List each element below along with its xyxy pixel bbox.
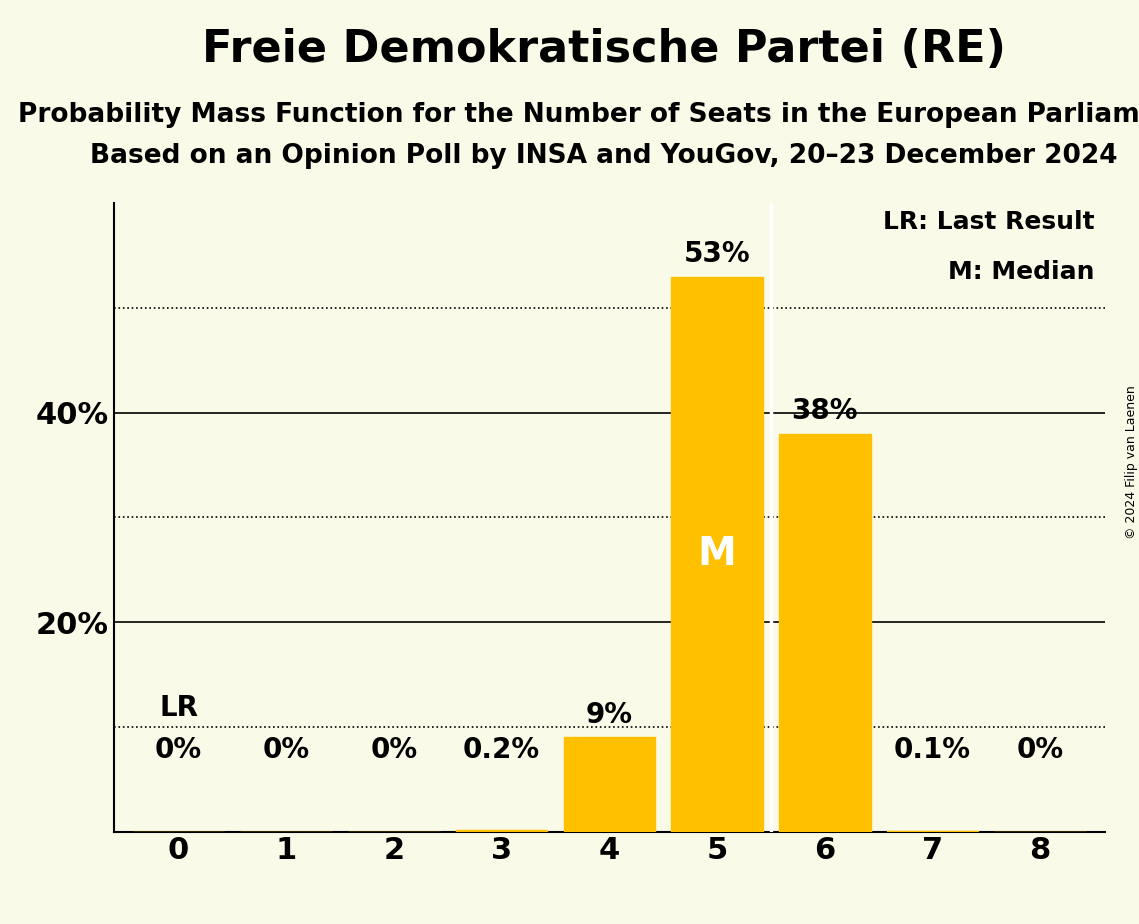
Text: Based on an Opinion Poll by INSA and YouGov, 20–23 December 2024: Based on an Opinion Poll by INSA and You… (90, 143, 1117, 169)
Text: 0%: 0% (263, 736, 310, 763)
Text: 0%: 0% (155, 736, 202, 763)
Text: 53%: 53% (683, 240, 751, 268)
Text: M: Median: M: Median (949, 260, 1095, 284)
Text: M: M (698, 535, 737, 573)
Text: 9%: 9% (585, 701, 633, 729)
Text: © 2024 Filip van Laenen: © 2024 Filip van Laenen (1125, 385, 1138, 539)
Bar (887, 831, 978, 832)
Bar (564, 737, 655, 832)
Text: Freie Demokratische Partei (RE): Freie Demokratische Partei (RE) (202, 28, 1006, 71)
Text: 38%: 38% (792, 397, 858, 425)
Text: 0%: 0% (370, 736, 418, 763)
Text: 0.1%: 0.1% (894, 736, 970, 763)
Text: LR: LR (159, 694, 198, 722)
Text: Probability Mass Function for the Number of Seats in the European Parliament: Probability Mass Function for the Number… (18, 102, 1139, 128)
Text: 0%: 0% (1017, 736, 1064, 763)
Bar (456, 830, 548, 832)
Bar (779, 433, 870, 832)
Bar (671, 276, 763, 832)
Text: LR: Last Result: LR: Last Result (884, 210, 1095, 234)
Text: 0.2%: 0.2% (464, 736, 540, 763)
